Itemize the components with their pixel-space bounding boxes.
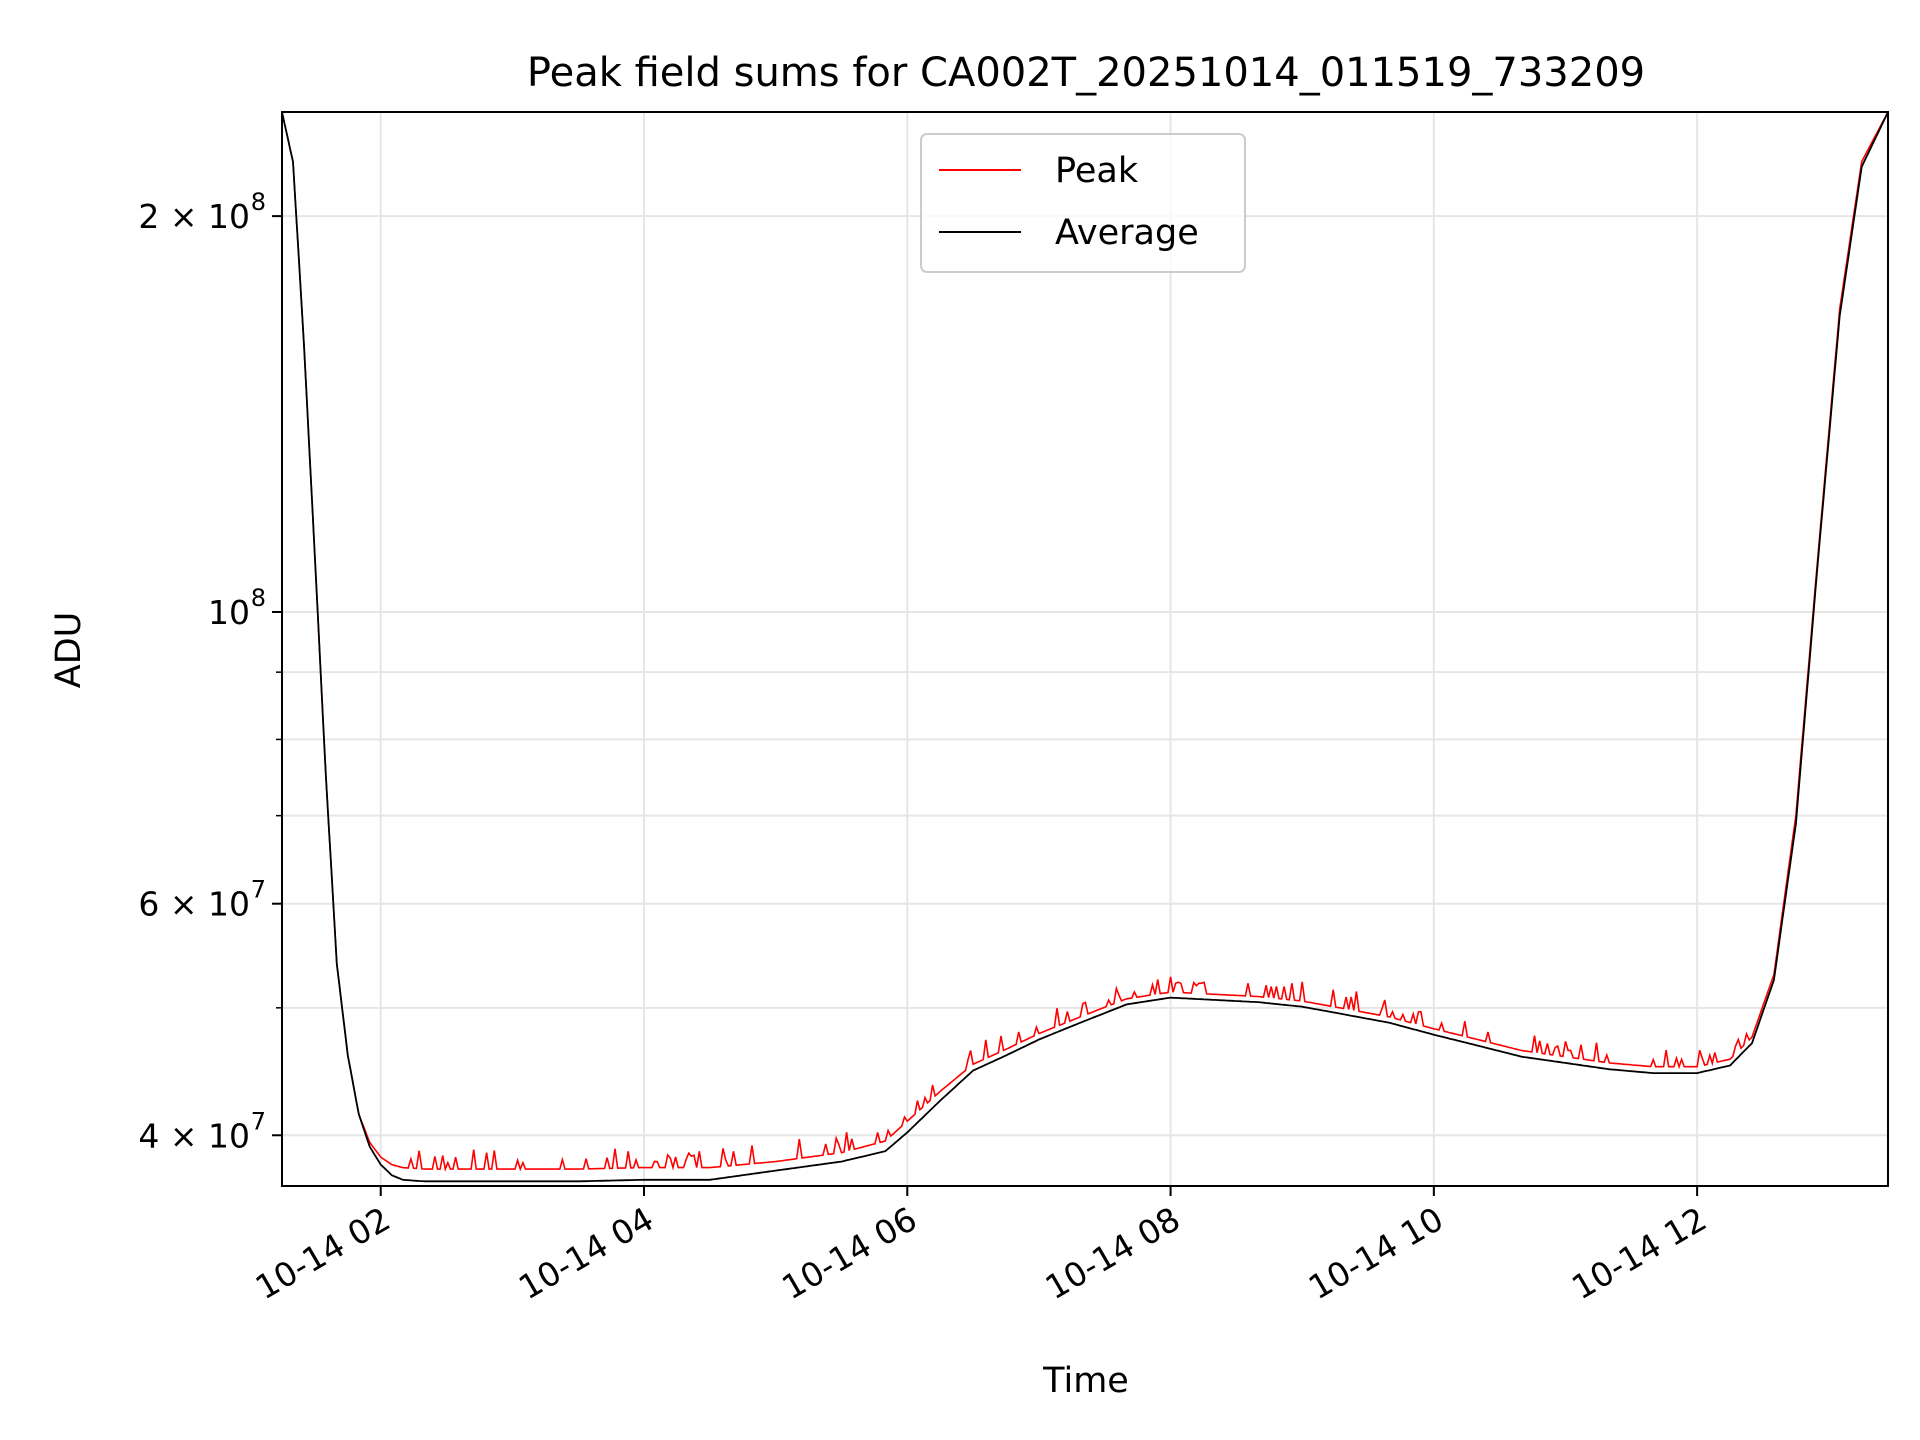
- y-tick-exponent: 7: [251, 876, 266, 904]
- legend: Peak Average: [920, 133, 1246, 273]
- series-line-average: [282, 112, 1888, 1183]
- legend-label-peak: Peak: [1055, 151, 1139, 191]
- y-tick-label: 4 × 10: [138, 1116, 250, 1155]
- y-tick-exponent: 7: [251, 1107, 266, 1135]
- y-tick-exponent: 8: [251, 188, 266, 216]
- legend-label-average: Average: [1055, 213, 1199, 253]
- legend-box: [920, 133, 1246, 273]
- series-layer: [282, 112, 1888, 1183]
- y-tick-label: 6 × 10: [138, 885, 250, 924]
- y-axis-label: ADU: [49, 612, 89, 689]
- y-tick-label: 10: [208, 593, 250, 632]
- plot-frame: [281, 111, 1889, 1187]
- chart-title: Peak field sums for CA002T_20251014_0115…: [527, 50, 1645, 96]
- series-line-peak: [282, 112, 1888, 1172]
- y-tick-exponent: 8: [251, 584, 266, 612]
- y-tick-label: 2 × 10: [138, 197, 250, 236]
- x-axis-label: Time: [1042, 1361, 1129, 1401]
